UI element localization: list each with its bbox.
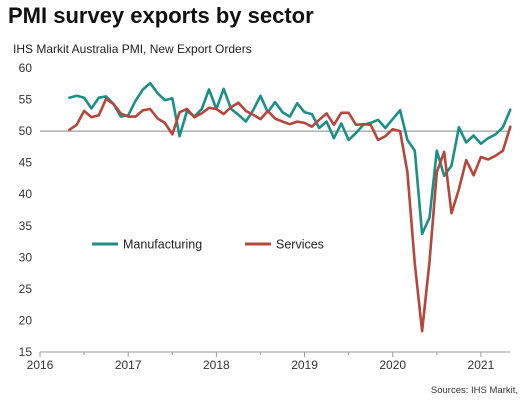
y-tick-label: 30 (19, 250, 33, 264)
y-tick-label: 45 (19, 156, 33, 170)
x-tick-label: 2021 (468, 358, 495, 372)
source-note: Sources: IHS Markit, (430, 385, 518, 396)
legend-label-manufacturing: Manufacturing (123, 238, 202, 252)
y-tick-label: 60 (19, 61, 33, 75)
series-line-services (68, 97, 512, 333)
x-tick-label: 2016 (27, 358, 54, 372)
y-tick-label: 55 (19, 93, 33, 107)
y-tick-label: 50 (19, 124, 33, 138)
x-tick-label: 2019 (291, 358, 318, 372)
y-tick-label: 40 (19, 187, 33, 201)
x-tick-label: 2020 (379, 358, 406, 372)
x-axis: 2016 2017 2018 2019 2020 2021 (27, 351, 510, 372)
y-tick-label: 20 (19, 313, 33, 327)
y-tick-label: 15 (19, 345, 33, 359)
x-tick-label: 2017 (115, 358, 142, 372)
chart-title: PMI survey exports by sector (8, 3, 314, 28)
x-tick-label: 2018 (203, 358, 230, 372)
y-axis-ticks: 15 20 25 30 35 40 45 50 55 60 (19, 61, 33, 359)
y-tick-label: 35 (19, 219, 33, 233)
series-line-manufacturing (68, 81, 512, 236)
series-lines (68, 81, 512, 333)
chart-subtitle: IHS Markit Australia PMI, New Export Ord… (13, 42, 252, 56)
legend-label-services: Services (276, 238, 324, 252)
y-tick-label: 25 (19, 282, 33, 296)
legend: Manufacturing Services (92, 238, 324, 252)
